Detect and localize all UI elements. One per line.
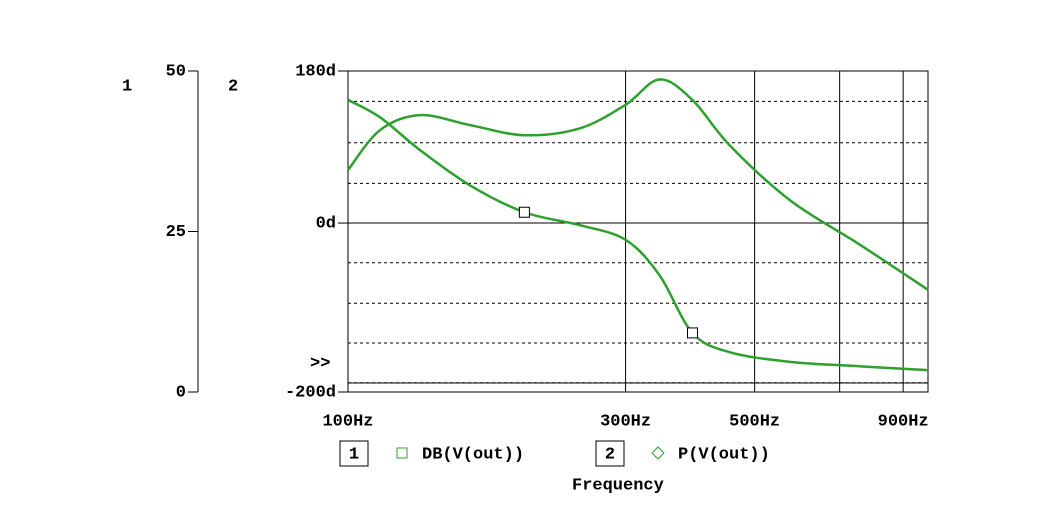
legend-label: DB(V(out)): [422, 445, 524, 464]
legend-label: P(V(out)): [678, 445, 770, 464]
legend-index: 2: [605, 445, 615, 464]
plot-frame: [347, 70, 929, 393]
legend-symbol: [396, 447, 408, 459]
y2-tick-label: -200d: [285, 383, 336, 402]
legend-symbol: [651, 446, 665, 460]
y-tick-label: 25: [166, 223, 186, 242]
x-tick-label: 900Hz: [878, 412, 929, 431]
legend-box: [339, 440, 369, 467]
point-marker: [687, 327, 699, 339]
y2-axis-name: 2: [228, 77, 238, 96]
series-line: [347, 78, 929, 291]
x-tick-label: 300Hz: [600, 412, 651, 431]
x-axis-label: Frequency: [572, 476, 664, 495]
y2-tick-label: 180d: [295, 62, 336, 81]
y-tick-label: 50: [166, 62, 186, 81]
legend-index: 1: [349, 445, 359, 464]
y-tick-label: 0: [176, 383, 186, 402]
overflow-marker: >>: [310, 354, 330, 373]
legend-box: [595, 440, 625, 467]
point-marker: [518, 206, 530, 218]
x-tick-label: 500Hz: [729, 412, 780, 431]
series-line: [347, 98, 929, 372]
y-axis-name: 1: [122, 77, 132, 96]
y2-tick-label: 0d: [316, 215, 336, 234]
x-tick-label: 100Hz: [322, 412, 373, 431]
